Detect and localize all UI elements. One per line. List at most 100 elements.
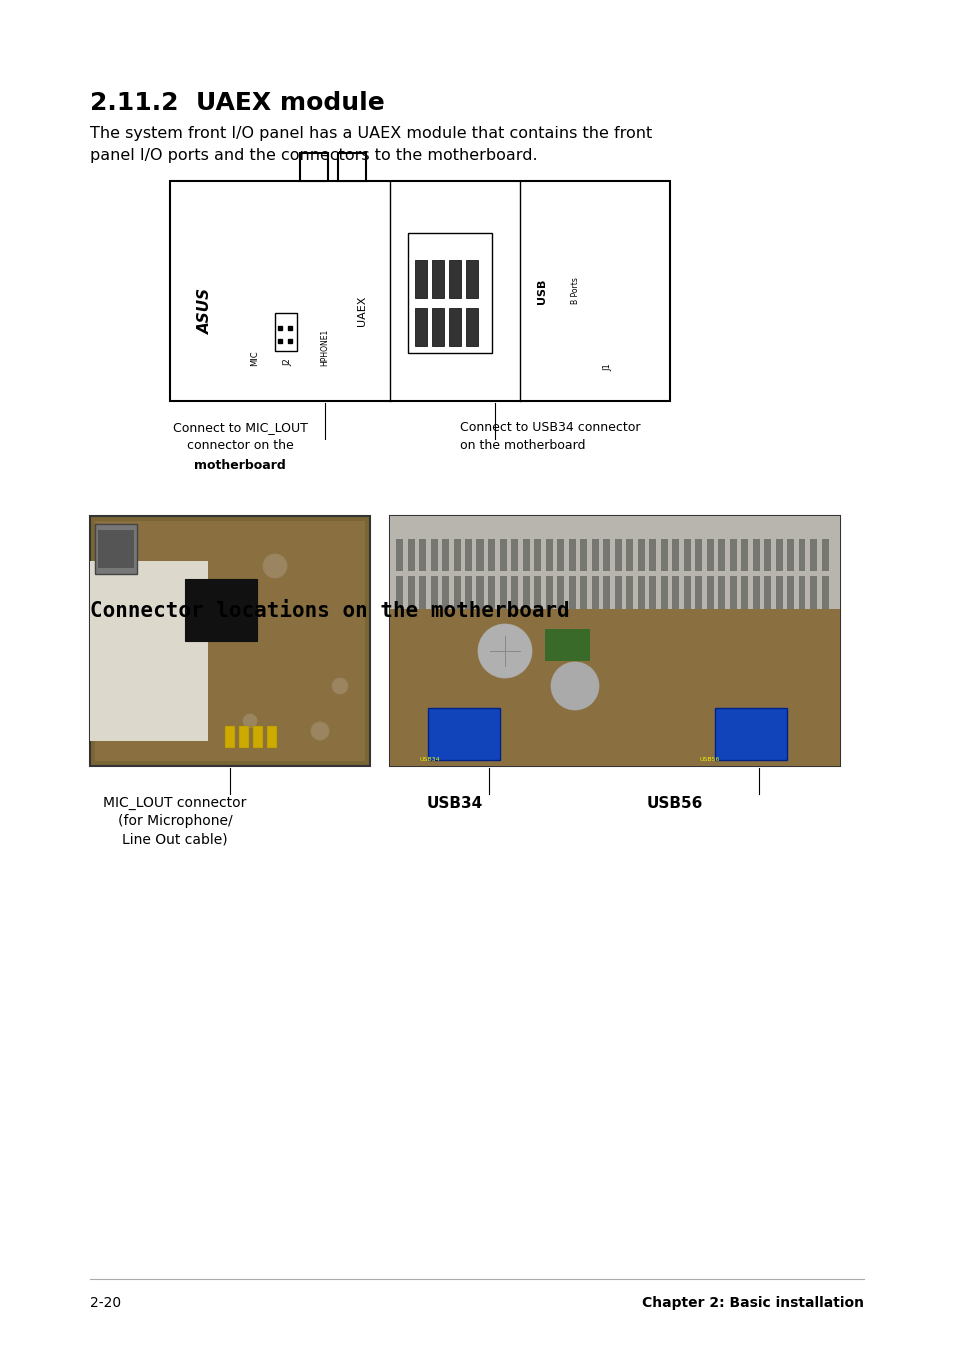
Text: ASUS: ASUS bbox=[197, 288, 213, 334]
Bar bbox=[274, 313, 296, 351]
Bar bbox=[671, 576, 679, 608]
Bar bbox=[415, 308, 427, 346]
Bar bbox=[430, 576, 437, 608]
Bar bbox=[706, 539, 713, 571]
Bar bbox=[432, 308, 443, 346]
Circle shape bbox=[243, 713, 256, 728]
Bar bbox=[602, 539, 609, 571]
Bar bbox=[395, 576, 402, 608]
Bar bbox=[718, 539, 724, 571]
Bar bbox=[225, 725, 234, 748]
Bar bbox=[729, 539, 736, 571]
Text: USB56: USB56 bbox=[700, 757, 720, 762]
Bar bbox=[95, 524, 137, 574]
Bar bbox=[809, 539, 816, 571]
Bar bbox=[418, 576, 426, 608]
Bar bbox=[821, 539, 827, 571]
Bar bbox=[90, 516, 370, 766]
Bar bbox=[625, 576, 633, 608]
Bar bbox=[775, 539, 781, 571]
Bar bbox=[591, 576, 598, 608]
Text: motherboard: motherboard bbox=[193, 459, 286, 471]
Bar bbox=[476, 576, 483, 608]
Bar bbox=[390, 516, 840, 608]
Bar bbox=[95, 521, 365, 761]
Bar bbox=[659, 576, 667, 608]
Text: The system front I/O panel has a UAEX module that contains the front
panel I/O p: The system front I/O panel has a UAEX mo… bbox=[90, 126, 652, 163]
Bar bbox=[591, 539, 598, 571]
Bar bbox=[557, 539, 563, 571]
Bar bbox=[695, 576, 701, 608]
Bar bbox=[568, 539, 575, 571]
Bar bbox=[488, 539, 495, 571]
Text: 2-20: 2-20 bbox=[90, 1296, 121, 1310]
Bar bbox=[648, 539, 656, 571]
Bar bbox=[659, 539, 667, 571]
Bar bbox=[752, 576, 759, 608]
Bar bbox=[465, 308, 477, 346]
Bar bbox=[648, 576, 656, 608]
Bar bbox=[545, 539, 552, 571]
Bar bbox=[390, 516, 840, 766]
Bar bbox=[522, 539, 529, 571]
Bar bbox=[786, 576, 793, 608]
Circle shape bbox=[551, 662, 598, 711]
Text: Connect to USB34 connector
on the motherboard: Connect to USB34 connector on the mother… bbox=[459, 422, 639, 453]
Bar bbox=[465, 259, 477, 299]
Text: USB56: USB56 bbox=[646, 796, 702, 811]
Bar bbox=[449, 259, 460, 299]
Bar bbox=[441, 576, 449, 608]
Bar bbox=[786, 539, 793, 571]
Bar bbox=[729, 576, 736, 608]
Bar bbox=[98, 530, 133, 567]
Circle shape bbox=[263, 554, 287, 578]
Bar bbox=[449, 308, 460, 346]
Text: B Ports: B Ports bbox=[570, 277, 578, 304]
Bar bbox=[337, 153, 366, 181]
Bar bbox=[511, 576, 517, 608]
Bar bbox=[170, 181, 669, 401]
Text: USB34: USB34 bbox=[419, 757, 440, 762]
Text: 2.11.2  UAEX module: 2.11.2 UAEX module bbox=[90, 91, 384, 115]
Text: UAEX: UAEX bbox=[356, 296, 367, 326]
Bar bbox=[740, 539, 747, 571]
Bar bbox=[798, 576, 804, 608]
Bar bbox=[415, 259, 427, 299]
Text: MIC: MIC bbox=[251, 350, 259, 366]
Bar bbox=[821, 576, 827, 608]
Bar bbox=[418, 539, 426, 571]
Bar bbox=[430, 539, 437, 571]
Bar bbox=[763, 576, 770, 608]
Bar bbox=[637, 576, 644, 608]
Bar bbox=[499, 576, 506, 608]
Bar bbox=[706, 576, 713, 608]
Bar bbox=[408, 232, 492, 353]
Text: HPHONE1: HPHONE1 bbox=[320, 328, 329, 366]
Bar bbox=[775, 576, 781, 608]
Bar bbox=[488, 576, 495, 608]
Bar bbox=[441, 539, 449, 571]
Text: Connector locations on the motherboard: Connector locations on the motherboard bbox=[90, 601, 569, 621]
Bar bbox=[267, 725, 276, 748]
Bar bbox=[763, 539, 770, 571]
Bar bbox=[568, 576, 575, 608]
Bar bbox=[407, 576, 414, 608]
Bar bbox=[239, 725, 249, 748]
Bar bbox=[476, 539, 483, 571]
Bar bbox=[682, 576, 690, 608]
Bar bbox=[614, 576, 620, 608]
Bar bbox=[299, 153, 328, 181]
Bar bbox=[545, 576, 552, 608]
Circle shape bbox=[311, 721, 329, 740]
Bar bbox=[579, 576, 586, 608]
Bar bbox=[499, 539, 506, 571]
Circle shape bbox=[332, 678, 348, 694]
Bar bbox=[428, 708, 499, 761]
Bar bbox=[432, 259, 443, 299]
Bar bbox=[522, 576, 529, 608]
Bar bbox=[625, 539, 633, 571]
Bar bbox=[614, 539, 620, 571]
Bar bbox=[809, 576, 816, 608]
Bar bbox=[464, 576, 472, 608]
Bar bbox=[390, 608, 840, 766]
